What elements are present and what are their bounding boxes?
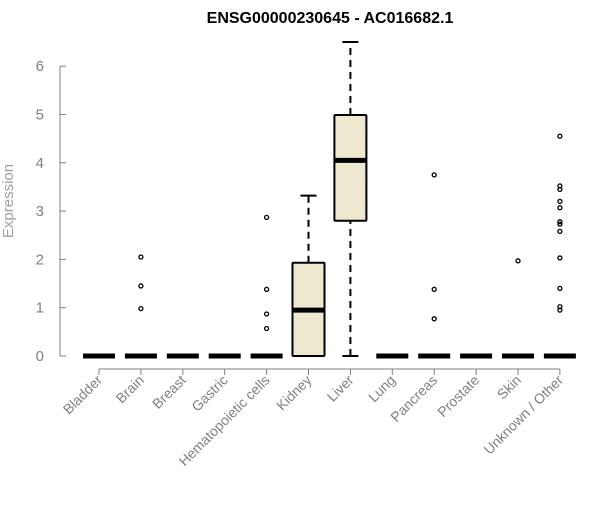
outlier-point <box>557 304 563 310</box>
outlier-point <box>263 311 270 317</box>
box-series <box>83 41 576 359</box>
y-tick-label: 5 <box>36 106 44 123</box>
x-tick-label: Skin <box>494 372 525 403</box>
outlier-point <box>431 316 437 322</box>
outlier-point <box>557 255 563 261</box>
outlier-point <box>263 214 270 221</box>
outlier-point <box>263 325 270 332</box>
x-tick-label: Liver <box>324 372 357 405</box>
box-unknown-other <box>543 133 576 359</box>
outlier-point <box>138 254 144 260</box>
outlier-point <box>557 198 563 205</box>
outlier-point <box>557 221 563 227</box>
x-tick-label: Breast <box>149 372 189 412</box>
box-skin <box>502 258 534 359</box>
x-tick-label: Brain <box>113 372 147 406</box>
outlier-point <box>557 285 563 292</box>
x-tick-label: Unknown / Other <box>480 372 566 458</box>
outlier-point <box>557 133 563 139</box>
y-axis: 0 1 2 3 4 5 6 <box>36 58 66 365</box>
outlier-point <box>557 219 563 225</box>
y-tick-label: 6 <box>36 58 44 75</box>
box-pancreas <box>418 172 451 359</box>
x-tick-label: Prostate <box>434 372 482 420</box>
x-tick-label: Kidney <box>273 372 315 414</box>
box-liver <box>333 41 368 357</box>
x-tick-label: Pancreas <box>387 372 440 425</box>
outlier-point <box>557 183 563 189</box>
outlier-point <box>431 172 437 178</box>
outlier-point <box>431 286 437 292</box>
y-tick-label: 1 <box>36 300 44 317</box>
outlier-point <box>557 205 563 211</box>
y-tick-label: 2 <box>36 251 44 268</box>
y-tick-label: 3 <box>36 203 44 220</box>
box-iqr <box>333 113 368 222</box>
outlier-point <box>263 286 270 292</box>
box-kidney <box>291 194 326 357</box>
outlier-point <box>557 228 563 235</box>
box-hematopoietic-cells <box>250 214 283 359</box>
outlier-point <box>515 258 521 264</box>
y-axis-title: Expression <box>0 164 17 238</box>
outlier-point <box>138 283 144 289</box>
x-tick-label: Bladder <box>60 372 106 418</box>
y-tick-label: 4 <box>36 155 44 172</box>
y-tick-label: 0 <box>36 348 44 365</box>
outlier-point <box>138 306 144 312</box>
chart-title: ENSG00000230645 - AC016682.1 <box>207 10 454 27</box>
box-brain <box>124 254 157 359</box>
x-tick-label: Lung <box>365 372 398 405</box>
